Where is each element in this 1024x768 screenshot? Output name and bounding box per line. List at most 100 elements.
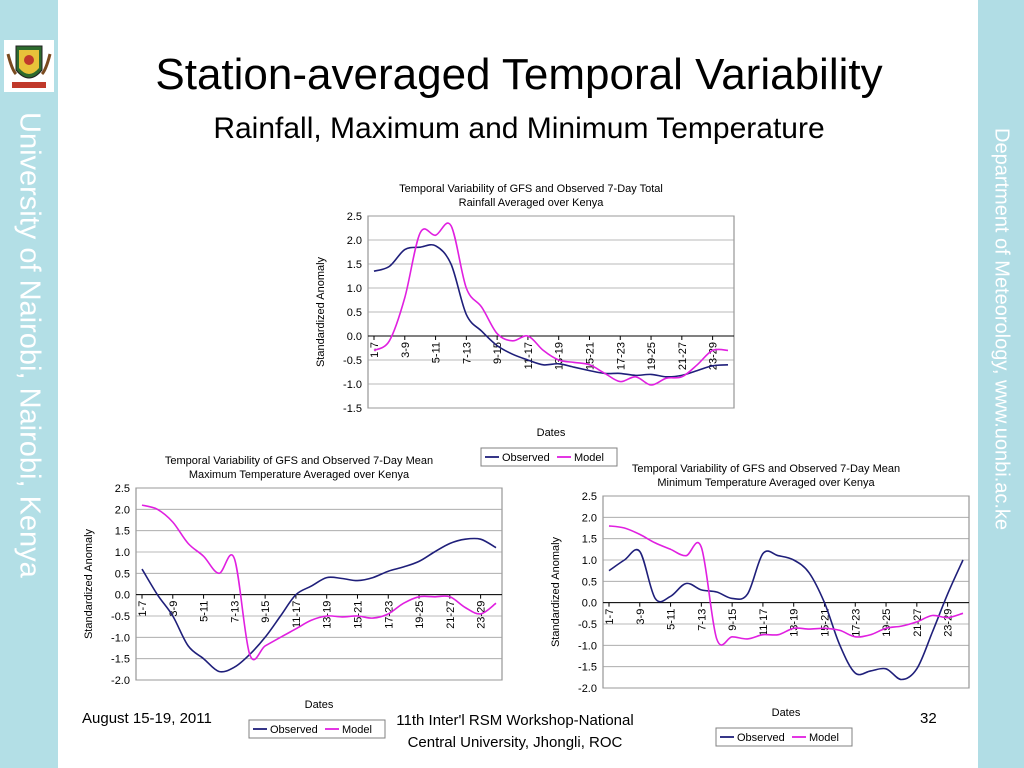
x-tick-label: 21-27 — [445, 601, 457, 629]
x-tick-label: 7-13 — [696, 609, 708, 631]
chart-title: Temporal Variability of GFS and Observed… — [632, 463, 900, 475]
y-tick-label: 0.0 — [347, 331, 362, 343]
plot-area — [602, 495, 970, 689]
y-tick-label: 0.5 — [582, 576, 597, 588]
x-tick-label: 17-23 — [615, 342, 627, 370]
y-tick-label: 0.0 — [115, 590, 130, 602]
y-tick-label: 2.5 — [582, 491, 597, 503]
x-tick-label: 15-21 — [352, 601, 364, 629]
y-tick-label: 0.5 — [347, 307, 362, 319]
x-axis-label: Dates — [305, 699, 334, 711]
max-temperature-chart: Temporal Variability of GFS and Observed… — [83, 455, 503, 739]
legend — [248, 719, 386, 739]
legend-label: Observed — [502, 452, 550, 464]
x-tick-label: 11-17 — [523, 342, 535, 369]
y-tick-label: -2.0 — [111, 675, 130, 687]
y-tick-label: -1.0 — [578, 640, 597, 652]
right-banner-text: Department of Meteorology, www.uonbi.ac.… — [990, 128, 1013, 531]
x-tick-label: 13-19 — [554, 342, 566, 370]
y-tick-label: -2.0 — [578, 683, 597, 695]
right-banner: Department of Meteorology, www.uonbi.ac.… — [978, 0, 1024, 768]
x-tick-label: 11-17 — [291, 601, 303, 628]
series-line-model — [141, 504, 497, 661]
plot-area — [135, 487, 503, 681]
y-axis-label: Standardized Anomaly — [83, 528, 95, 639]
series-line-observed — [141, 537, 497, 673]
series-line-observed — [608, 548, 964, 681]
footer-event-line1: 11th Inter'l RSM Workshop-National — [396, 712, 634, 729]
series-line-model — [608, 525, 964, 646]
x-tick-label: 23-29 — [476, 601, 488, 629]
x-axis-label: Dates — [772, 707, 801, 719]
y-tick-label: 1.5 — [115, 526, 130, 538]
university-crest-icon — [4, 40, 54, 92]
y-tick-label: -1.5 — [343, 403, 362, 415]
x-tick-label: 3-9 — [168, 601, 180, 617]
x-tick-label: 5-11 — [666, 609, 678, 630]
y-tick-label: -0.5 — [343, 355, 362, 367]
y-tick-label: 2.0 — [582, 512, 597, 524]
y-tick-label: 2.0 — [347, 235, 362, 247]
x-tick-label: 13-19 — [322, 601, 334, 629]
y-tick-label: 1.0 — [115, 547, 130, 559]
x-tick-label: 9-15 — [492, 342, 504, 364]
x-tick-label: 11-17 — [758, 609, 770, 636]
y-tick-label: -1.0 — [111, 632, 130, 644]
y-tick-label: 1.0 — [582, 555, 597, 567]
series-line-model — [373, 222, 729, 386]
rainfall-chart: Temporal Variability of GFS and Observed… — [315, 183, 735, 467]
footer-event: 11th Inter'l RSM Workshop-National Centr… — [370, 710, 660, 754]
chart-title: Rainfall Averaged over Kenya — [459, 197, 605, 209]
y-tick-label: 1.5 — [347, 259, 362, 271]
y-tick-label: 1.5 — [582, 534, 597, 546]
y-tick-label: 2.0 — [115, 504, 130, 516]
footer-event-line2: Central University, Jhongli, ROC — [407, 734, 623, 751]
x-tick-label: 19-25 — [881, 609, 893, 637]
x-tick-label: 7-13 — [229, 601, 241, 623]
x-tick-label: 17-23 — [383, 601, 395, 629]
y-axis-label: Standardized Anomaly — [315, 256, 327, 367]
x-tick-label: 5-11 — [199, 601, 211, 622]
chart-title: Minimum Temperature Averaged over Kenya — [657, 477, 875, 489]
slide-title: Station-averaged Temporal Variability — [155, 50, 883, 99]
x-tick-label: 23-29 — [943, 609, 955, 637]
legend-label: Model — [342, 724, 372, 736]
x-tick-label: 19-25 — [646, 342, 658, 370]
legend — [715, 727, 853, 747]
x-tick-label: 21-27 — [912, 609, 924, 637]
chart-title: Temporal Variability of GFS and Observed… — [165, 455, 433, 467]
y-tick-label: 1.0 — [347, 283, 362, 295]
y-tick-label: 2.5 — [347, 211, 362, 223]
series-line-observed — [373, 243, 729, 378]
min-temperature-chart: Temporal Variability of GFS and Observed… — [550, 463, 970, 747]
y-tick-label: 2.5 — [115, 483, 130, 495]
x-tick-label: 1-7 — [604, 609, 616, 625]
x-axis-label: Dates — [537, 427, 566, 439]
chart-title: Temporal Variability of GFS and Observed… — [399, 183, 663, 195]
x-tick-label: 19-25 — [414, 601, 426, 629]
footer-date: August 15-19, 2011 — [82, 710, 212, 727]
x-tick-label: 9-15 — [260, 601, 272, 623]
x-tick-label: 15-21 — [819, 609, 831, 637]
x-tick-label: 17-23 — [850, 609, 862, 637]
legend-label: Model — [809, 732, 839, 744]
x-tick-label: 13-19 — [789, 609, 801, 637]
legend-label: Observed — [737, 732, 785, 744]
x-tick-label: 21-27 — [677, 342, 689, 370]
y-tick-label: 0.5 — [115, 568, 130, 580]
chart-title: Maximum Temperature Averaged over Kenya — [189, 469, 410, 481]
x-tick-label: 9-15 — [727, 609, 739, 631]
y-tick-label: -0.5 — [111, 611, 130, 623]
legend-label: Model — [574, 452, 604, 464]
legend-label: Observed — [270, 724, 318, 736]
x-tick-label: 15-21 — [584, 342, 596, 370]
x-tick-label: 3-9 — [635, 609, 647, 625]
x-tick-label: 1-7 — [137, 601, 149, 617]
y-tick-label: -0.5 — [578, 619, 597, 631]
x-tick-label: 3-9 — [400, 342, 412, 358]
y-tick-label: -1.0 — [343, 379, 362, 391]
left-banner-text: University of Nairobi, Nairobi, Kenya — [13, 112, 46, 578]
y-tick-label: -1.5 — [111, 654, 130, 666]
y-axis-label: Standardized Anomaly — [550, 536, 562, 647]
slide-subtitle: Rainfall, Maximum and Minimum Temperatur… — [213, 112, 825, 145]
